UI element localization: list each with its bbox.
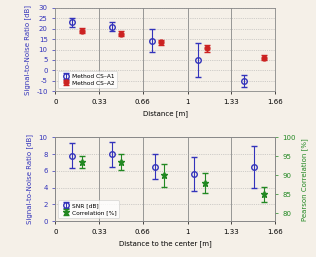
Y-axis label: Signal-to-Noise Ratio [dB]: Signal-to-Noise Ratio [dB] — [24, 5, 31, 95]
X-axis label: Distance [m]: Distance [m] — [143, 111, 188, 117]
Y-axis label: Signal-to-Noise Ratio [dB]: Signal-to-Noise Ratio [dB] — [26, 134, 33, 224]
Y-axis label: Pearson Correlation [%]: Pearson Correlation [%] — [301, 138, 308, 221]
Legend: Method CS–A1, Method CS–A2: Method CS–A1, Method CS–A2 — [58, 71, 117, 88]
Legend: SNR [dB], Correlation [%]: SNR [dB], Correlation [%] — [58, 200, 119, 218]
X-axis label: Distance to the center [m]: Distance to the center [m] — [119, 240, 211, 247]
